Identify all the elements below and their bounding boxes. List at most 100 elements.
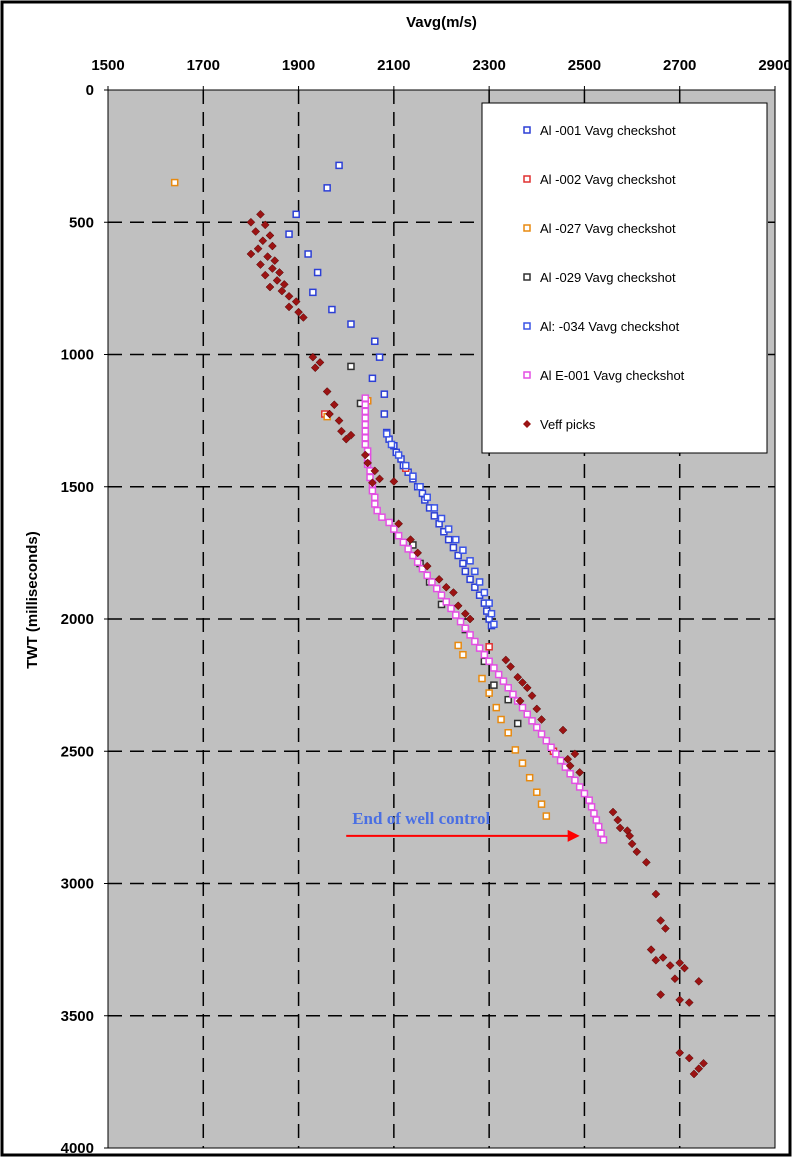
end-of-well-label: End of well control [352, 809, 490, 828]
checkshot-point [409, 472, 417, 480]
veff-pick-point [627, 839, 637, 849]
veff-pick-point [315, 358, 325, 367]
legend-items: Al -001 Vavg checkshot Al -002 Vavg check… [523, 123, 685, 432]
y-tick-label: 3000 [61, 876, 94, 893]
checkshot-point [597, 829, 605, 837]
checkshot-point [447, 604, 455, 613]
checkshot-point [461, 624, 470, 633]
veff-pick-point [253, 244, 263, 254]
checkshot-point [371, 337, 379, 346]
checkshot-point [471, 567, 479, 576]
checkshot-point [382, 430, 391, 438]
veff-pick-point [506, 662, 515, 671]
series-5 [361, 394, 608, 844]
series-6 [246, 209, 708, 1079]
checkshot-point [361, 420, 370, 429]
checkshot-point [459, 650, 467, 659]
checkshot-point [347, 362, 355, 371]
checkshot-point [444, 525, 453, 533]
checkshot-point [378, 513, 386, 521]
veff-pick-point [608, 807, 618, 817]
legend-marker-icon [523, 420, 531, 428]
veff-pick-point [642, 857, 651, 867]
veff-pick-point [256, 260, 265, 269]
checkshot-point [335, 161, 343, 170]
checkshot-point [385, 518, 393, 527]
veff-pick-point [661, 924, 670, 933]
veff-pick-point [329, 400, 339, 410]
checkshot-point [585, 796, 593, 804]
legend: Al -001 Vavg checkshot Al -002 Vavg check… [481, 102, 768, 454]
veff-pick-point [684, 998, 694, 1007]
checkshot-point [361, 440, 370, 449]
legend-item: Al -001 Vavg checkshot [523, 123, 676, 138]
veff-pick-point [441, 582, 451, 592]
veff-pick-point [689, 1069, 699, 1079]
legend-item: Al E-001 Vavg checkshot [523, 368, 685, 383]
arrow-head-icon [567, 829, 580, 842]
veff-pick-point [694, 977, 704, 986]
veff-pick-point [501, 655, 511, 665]
veff-pick-point [360, 450, 370, 460]
veff-pick-point [368, 478, 377, 488]
veff-pick-point [532, 704, 542, 714]
veff-pick-point [449, 588, 458, 597]
checkshot-point [347, 320, 355, 328]
veff-pick-point [658, 953, 668, 962]
checkshot-point [466, 631, 474, 639]
legend-item: Al -029 Vavg checkshot [523, 270, 676, 285]
y-axis-ticks: 0 500 1000 1500 2000 2500 3000 3500 4000 [61, 82, 108, 1157]
checkshot-point [394, 531, 403, 540]
veff-pick-point [260, 270, 270, 280]
checkshot-point [361, 414, 370, 422]
checkshot-point [471, 583, 479, 592]
checkshot-point [416, 483, 424, 491]
veff-pick-point [346, 430, 356, 440]
checkshot-point [430, 512, 439, 520]
checkshot-point [442, 598, 451, 606]
checkshot-point [485, 657, 493, 666]
veff-pick-point [370, 466, 380, 476]
x-tick-label: 1500 [91, 57, 124, 74]
checkshot-point [499, 677, 508, 685]
checkshot-point [485, 689, 493, 697]
checkshot-point [542, 812, 551, 820]
x-tick-label: 2700 [663, 57, 696, 74]
checkshot-point [413, 558, 422, 566]
checkshot-point [432, 584, 441, 593]
legend-marker-icon [523, 175, 531, 183]
veff-pick-point [277, 286, 287, 296]
veff-pick-point [522, 683, 532, 693]
veff-pick-point [518, 678, 527, 687]
veff-pick-point [675, 958, 685, 968]
veff-pick-point [265, 231, 275, 240]
veff-pick-point [656, 990, 666, 999]
legend-marker-icon [523, 273, 531, 281]
veff-pick-point [275, 268, 284, 277]
checkshot-point [466, 575, 474, 584]
checkshot-point [371, 493, 379, 502]
veff-pick-point [246, 217, 256, 227]
y-tick-label: 1000 [61, 347, 94, 364]
veff-pick-point [256, 209, 265, 219]
legend-label: Al E-001 Vavg checkshot [540, 368, 685, 383]
veff-pick-point [615, 823, 625, 833]
checkshot-point [518, 759, 527, 767]
checkshot-point [571, 776, 579, 785]
checkshot-point [471, 637, 479, 646]
veff-pick-point [284, 291, 294, 301]
veff-pick-point [394, 519, 403, 529]
checkshot-point [170, 178, 179, 187]
checkshot-point [485, 599, 493, 607]
checkshot-point [475, 644, 484, 652]
veff-pick-point [268, 264, 277, 273]
checkshot-point [454, 641, 462, 650]
checkshot-point [547, 743, 555, 752]
checkshot-point [380, 390, 389, 398]
checkshot-point [513, 719, 522, 728]
checkshot-point [580, 789, 589, 798]
veff-pick-point [515, 696, 525, 706]
veff-pick-point [325, 409, 334, 419]
checkshot-point [402, 461, 410, 470]
